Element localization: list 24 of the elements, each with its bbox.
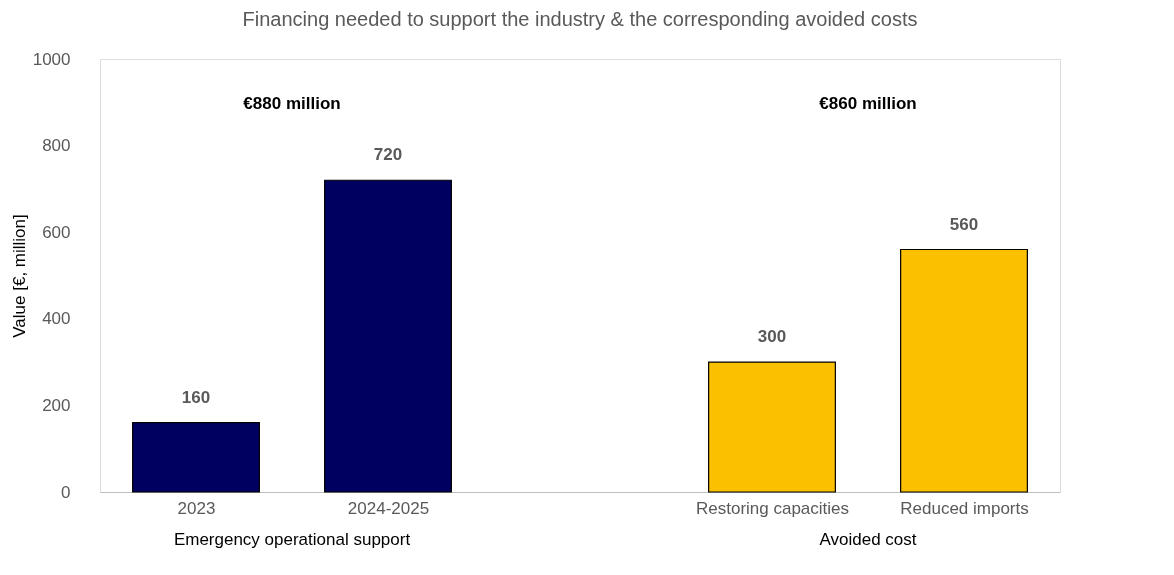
y-tick-label: 1000 [32, 49, 71, 69]
bar [900, 248, 1028, 493]
annotation: €860 million [819, 94, 917, 113]
y-tick-label: 800 [42, 136, 71, 156]
annotation: €880 million [243, 94, 341, 113]
y-tick-label: 400 [42, 309, 71, 329]
bar [708, 361, 836, 493]
y-axis-title: Value [€, million] [9, 214, 29, 338]
data-label: 720 [373, 145, 403, 165]
y-tick-label: 200 [42, 395, 71, 415]
x-tick-label: 2023 [177, 498, 216, 518]
x-tick-label: 2024-2025 [347, 498, 430, 518]
text: Avoided cost [819, 530, 917, 549]
x-tick-label: Reduced imports [900, 498, 1029, 518]
chart-title: Financing needed to support the industry & the corresponding avoided costs [242, 8, 918, 30]
y-tick-label: 600 [42, 222, 71, 242]
data-label: 300 [757, 327, 787, 347]
bar [132, 422, 260, 493]
data-label: 560 [949, 214, 979, 234]
bar [324, 179, 452, 493]
x-tick-label: Restoring capacities [695, 498, 850, 518]
data-label: 160 [181, 387, 211, 407]
text: Emergency operational support [173, 530, 411, 549]
y-tick-label: 0 [61, 482, 71, 502]
